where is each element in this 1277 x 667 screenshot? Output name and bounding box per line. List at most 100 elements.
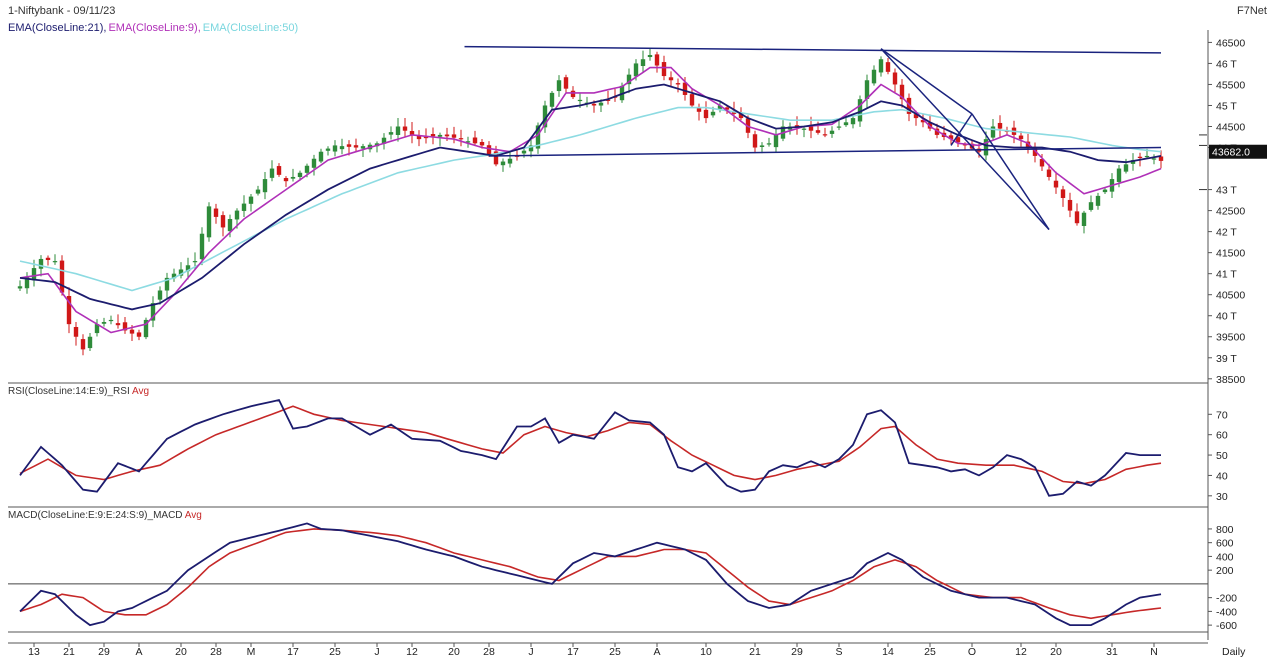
candle-body bbox=[983, 139, 989, 156]
candle-body bbox=[157, 290, 163, 300]
candle-body bbox=[899, 84, 905, 100]
x-tick-label: 29 bbox=[791, 646, 803, 658]
macd-ytick-label: -600 bbox=[1216, 620, 1237, 632]
candle-body bbox=[283, 178, 289, 182]
candle-body bbox=[192, 261, 198, 263]
candle-body bbox=[906, 97, 912, 114]
x-tick-label: J bbox=[374, 646, 379, 658]
candle-body bbox=[1067, 199, 1073, 211]
candle-body bbox=[80, 339, 86, 350]
candle-body bbox=[402, 126, 408, 131]
candle-body bbox=[38, 258, 44, 269]
candle-body bbox=[465, 141, 471, 143]
candle-body bbox=[1039, 159, 1045, 167]
candle-body bbox=[934, 128, 940, 135]
candle-body bbox=[752, 134, 758, 148]
candle-body bbox=[759, 145, 765, 148]
candle-body bbox=[1116, 168, 1122, 182]
x-tick-label: J bbox=[528, 646, 533, 658]
candle-body bbox=[493, 151, 499, 165]
candle-body bbox=[815, 130, 821, 133]
x-tick-label: 28 bbox=[210, 646, 222, 658]
candle-body bbox=[507, 158, 513, 164]
candle-body bbox=[724, 107, 730, 110]
candle-body bbox=[990, 126, 996, 138]
macd-legend-avg: Avg bbox=[185, 510, 202, 521]
candle-body bbox=[66, 296, 72, 325]
candle-body bbox=[556, 80, 562, 92]
candle-body bbox=[311, 158, 317, 168]
x-tick-label: A bbox=[653, 646, 660, 658]
x-tick-label: 17 bbox=[567, 646, 579, 658]
candle-body bbox=[171, 273, 177, 279]
candle-body bbox=[528, 145, 534, 152]
candle-body bbox=[808, 124, 814, 131]
trendline bbox=[880, 48, 1050, 231]
rsi-avg-line bbox=[19, 405, 1162, 485]
candle-body bbox=[444, 134, 450, 137]
candle-body bbox=[1102, 189, 1108, 193]
candle-body bbox=[1025, 141, 1031, 148]
x-tick-label: A bbox=[135, 646, 142, 658]
candle-body bbox=[1088, 202, 1094, 210]
macd-ytick-label: -400 bbox=[1216, 606, 1237, 618]
candle-body bbox=[248, 196, 254, 204]
rsi-line bbox=[19, 398, 1161, 497]
price-ytick-label: 42 T bbox=[1216, 227, 1237, 239]
candle-body bbox=[101, 322, 107, 324]
macd-line bbox=[19, 522, 1162, 627]
candle-body bbox=[437, 134, 443, 137]
candle-body bbox=[45, 257, 51, 261]
candle-body bbox=[262, 179, 268, 193]
price-ytick-label: 38500 bbox=[1216, 374, 1245, 386]
x-tick-label: 25 bbox=[329, 646, 341, 658]
candle-body bbox=[668, 77, 674, 81]
x-tick-label: 29 bbox=[98, 646, 110, 658]
price-ytick-label: 45 T bbox=[1216, 100, 1237, 112]
candle-body bbox=[500, 161, 506, 166]
candle-body bbox=[325, 148, 331, 151]
rsi-ytick-label: 40 bbox=[1216, 470, 1228, 482]
x-tick-label: 20 bbox=[448, 646, 460, 658]
x-tick-label: 21 bbox=[749, 646, 761, 658]
candle-body bbox=[598, 102, 604, 106]
candle-body bbox=[675, 83, 681, 85]
candle-body bbox=[822, 134, 828, 136]
candle-body bbox=[423, 136, 429, 139]
candle-body bbox=[647, 55, 653, 58]
candle-body bbox=[199, 233, 205, 260]
candle-body bbox=[626, 74, 632, 85]
x-tick-label: 25 bbox=[609, 646, 621, 658]
x-tick-label: 17 bbox=[287, 646, 299, 658]
candle-body bbox=[997, 122, 1003, 129]
x-tick-label: 13 bbox=[28, 646, 40, 658]
x-tick-label: 31 bbox=[1106, 646, 1118, 658]
x-tick-label: 20 bbox=[1050, 646, 1062, 658]
rsi-ytick-label: 60 bbox=[1216, 430, 1228, 442]
candle-body bbox=[794, 125, 800, 127]
price-ytick-label: 43 T bbox=[1216, 185, 1237, 197]
candle-body bbox=[535, 125, 541, 149]
candle-body bbox=[955, 137, 961, 143]
x-tick-label: O bbox=[968, 646, 976, 658]
price-ytick-label: 46500 bbox=[1216, 37, 1245, 49]
candle-body bbox=[1053, 180, 1059, 188]
x-tick-label: 25 bbox=[924, 646, 936, 658]
last-price-label: 43682.0 bbox=[1212, 147, 1250, 159]
price-ytick-label: 42500 bbox=[1216, 206, 1245, 218]
last-price-badge bbox=[1209, 144, 1267, 159]
candle-body bbox=[318, 151, 324, 162]
price-ytick-label: 41 T bbox=[1216, 269, 1237, 281]
candle-body bbox=[416, 135, 422, 140]
candle-body bbox=[1123, 164, 1129, 172]
candle-body bbox=[178, 269, 184, 276]
candle-body bbox=[241, 203, 247, 211]
candle-body bbox=[801, 128, 807, 130]
price-ytick-label: 45500 bbox=[1216, 79, 1245, 91]
candle-body bbox=[857, 99, 863, 122]
candle-body bbox=[31, 268, 37, 281]
candle-body bbox=[332, 145, 338, 152]
ema21-line bbox=[19, 83, 1162, 311]
candles-group bbox=[17, 47, 1164, 356]
chart-title: 1-Niftybank - 09/11/23 bbox=[8, 5, 116, 17]
